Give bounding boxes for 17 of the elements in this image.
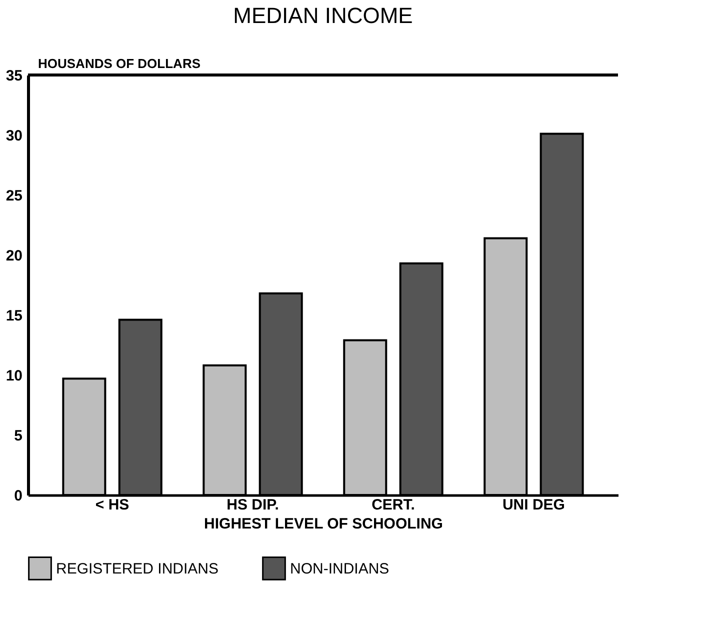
y-tick-label: 5 <box>14 428 22 444</box>
y-tick-label: 30 <box>6 128 22 144</box>
y-tick-label: 35 <box>6 68 22 84</box>
y-tick-label: 20 <box>6 248 22 264</box>
y-tick-label: 10 <box>6 368 22 384</box>
chart-title: MEDIAN INCOME <box>233 3 413 28</box>
x-tick-label: UNI DEG <box>502 496 565 514</box>
y-tick-label: 25 <box>6 188 22 204</box>
y-tick-label: 0 <box>14 488 22 504</box>
y-axis-title: HOUSANDS OF DOLLARS <box>38 56 201 71</box>
x-tick-label: HS DIP. <box>226 496 279 514</box>
legend-label: REGISTERED INDIANS <box>56 560 219 578</box>
x-tick-label: < HS <box>95 496 130 514</box>
y-tick-label: 15 <box>6 308 22 324</box>
x-tick-label: CERT. <box>372 496 415 514</box>
x-axis-title: HIGHEST LEVEL OF SCHOOLING <box>204 516 443 532</box>
legend-label: NON-INDIANS <box>290 560 390 578</box>
